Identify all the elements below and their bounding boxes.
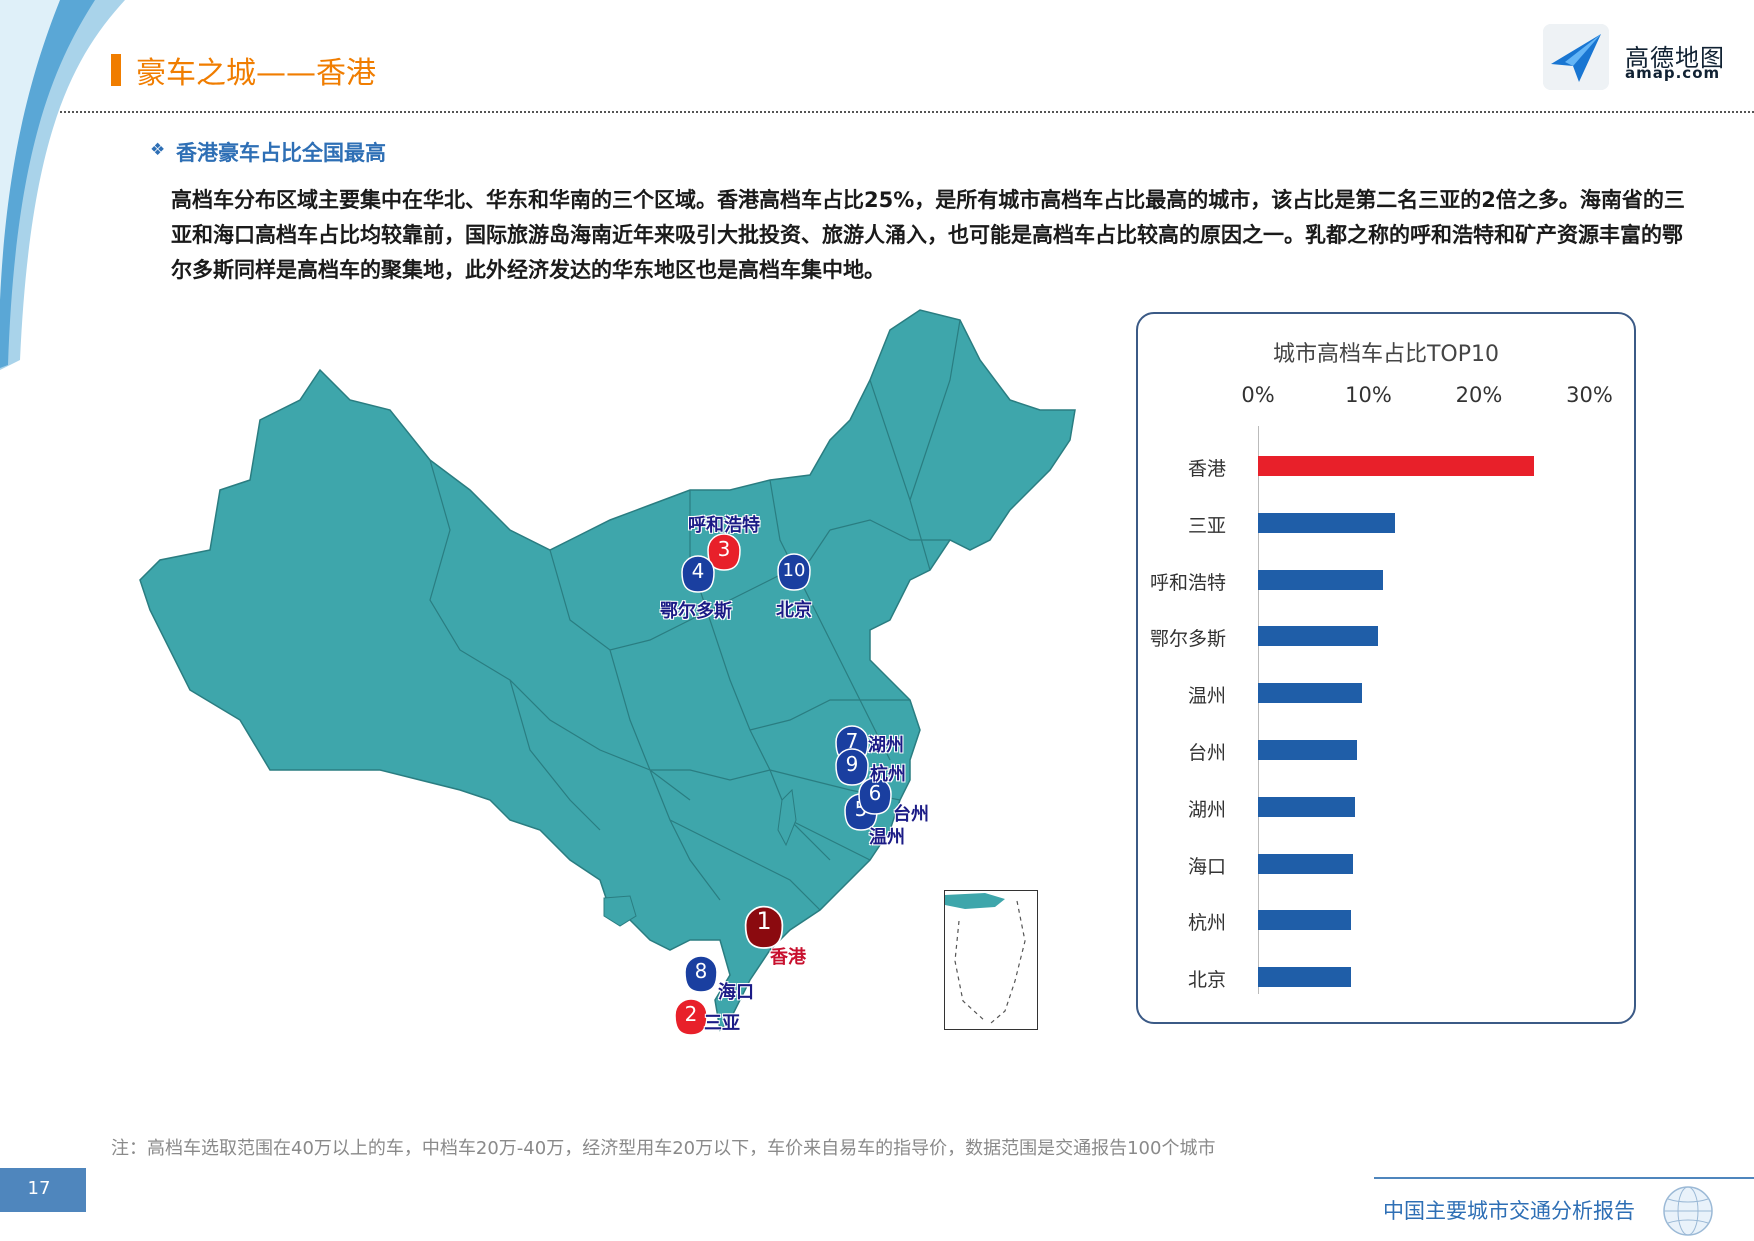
taiwan-shape (777, 788, 797, 847)
category-label: 杭州 (1187, 912, 1226, 935)
footer-divider (1374, 1177, 1754, 1179)
pin-beijing[interactable]: 10 (777, 553, 811, 591)
pin-label-taizhou: 台州 (893, 804, 929, 825)
category-label: 三亚 (1187, 514, 1226, 537)
logo-name: 高德地图 (1625, 44, 1725, 72)
pin-huzhou[interactable]: 7 (835, 725, 869, 763)
x-tick-label: 30% (1566, 383, 1613, 407)
pin-taizhou[interactable]: 6 (858, 777, 892, 815)
pin-ordos[interactable]: 4 (681, 555, 715, 593)
category-label: 鄂尔多斯 (1149, 628, 1226, 651)
x-tick-label: 0% (1241, 383, 1275, 407)
category-label: 海口 (1187, 855, 1226, 878)
bar-8 (1258, 910, 1351, 931)
chart-title: 城市高档车占比TOP10 (1272, 342, 1500, 367)
page-title: 豪车之城——香港 (136, 56, 376, 91)
x-tick-label: 10% (1345, 383, 1392, 407)
pin-rank: 3 (718, 537, 731, 561)
bar-7 (1258, 853, 1354, 874)
bar-1 (1258, 512, 1396, 533)
bar-4 (1258, 683, 1362, 704)
header-divider (60, 111, 1754, 113)
province-borders (429, 319, 961, 911)
pin-hohhot[interactable]: 3 (707, 533, 741, 571)
hainan-shape (603, 895, 637, 927)
south-china-sea-inset (944, 890, 1038, 1030)
category-label: 北京 (1187, 969, 1226, 992)
pin-rank: 2 (685, 1002, 698, 1026)
logo-url: amap.com (1625, 64, 1721, 82)
pin-rank: 6 (869, 781, 882, 805)
pin-rank: 9 (846, 752, 859, 776)
page-number: 17 (27, 1178, 51, 1199)
bar-9 (1258, 967, 1351, 988)
amap-logo-icon (1543, 24, 1609, 90)
pin-hongkong[interactable]: 1 (744, 905, 784, 949)
pin-hangzhou[interactable]: 9 (835, 748, 869, 786)
intro-paragraph: 高档车分布区域主要集中在华北、华东和华南的三个区域。香港高档车占比25%，是所有… (171, 188, 1685, 282)
footnote: 注：高档车选取范围在40万以上的车，中档车20万-40万，经济型用车20万以下，… (111, 1138, 1216, 1159)
section-title: 香港豪车占比全国最高 (176, 141, 386, 165)
pin-label-sanya: 三亚 (704, 1013, 740, 1034)
pin-sanya[interactable]: 2 (674, 998, 708, 1036)
page-number-box (0, 1168, 86, 1212)
globe-icon (1663, 1186, 1713, 1236)
bar-3 (1258, 626, 1379, 647)
pin-rank: 7 (846, 729, 859, 753)
pin-rank: 10 (783, 560, 806, 581)
pin-haikou[interactable]: 8 (684, 955, 718, 993)
pin-rank: 8 (695, 959, 708, 983)
y-axis-line (1258, 426, 1259, 994)
pin-rank: 4 (692, 559, 705, 583)
pin-rank: 1 (756, 907, 771, 935)
top10-bar-chart: 城市高档车占比TOP10 0% 10% 20% 30% 香港三亚呼和浩特鄂尔多斯温州台州… (1136, 312, 1636, 1024)
bar-5 (1258, 740, 1358, 760)
bar-2 (1258, 569, 1383, 590)
pin-label-beijing: 北京 (776, 600, 812, 621)
bar-0 (1258, 456, 1535, 476)
category-label: 香港 (1187, 458, 1226, 480)
category-label: 湖州 (1187, 798, 1226, 821)
china-mainland-shape (139, 309, 1076, 1032)
pin-label-hohhot: 呼和浩特 (688, 515, 760, 536)
pin-label-hongkong: 香港 (770, 947, 806, 968)
china-map (139, 309, 1076, 1032)
corner-swoosh (0, 0, 125, 370)
title-accent-bar (111, 54, 121, 86)
report-title: 中国主要城市交通分析报告 (1383, 1199, 1635, 1223)
section-bullet-icon: ❖ (150, 140, 166, 160)
category-label: 台州 (1187, 742, 1226, 764)
pin-label-ordos: 鄂尔多斯 (660, 601, 732, 622)
pin-label-hangzhou: 杭州 (870, 764, 906, 785)
category-label: 呼和浩特 (1149, 571, 1226, 594)
pin-label-huzhou: 湖州 (868, 735, 904, 756)
bar-6 (1258, 796, 1356, 817)
category-label: 温州 (1187, 685, 1226, 708)
pin-label-wenzhou: 温州 (869, 827, 905, 848)
pin-label-haikou: 海口 (718, 982, 754, 1003)
x-tick-label: 20% (1455, 383, 1503, 407)
